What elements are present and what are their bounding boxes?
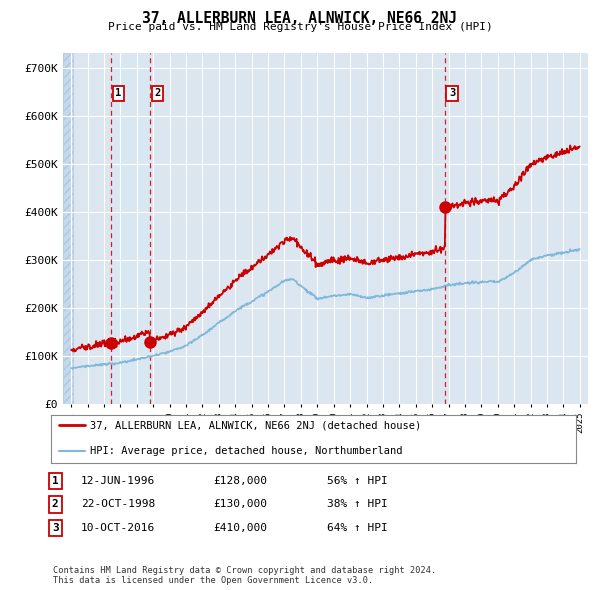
Text: Contains HM Land Registry data © Crown copyright and database right 2024.
This d: Contains HM Land Registry data © Crown c… [53, 566, 436, 585]
Bar [63, 53, 73, 404]
Text: 38% ↑ HPI: 38% ↑ HPI [327, 500, 388, 509]
Text: £410,000: £410,000 [213, 523, 267, 533]
Text: 2: 2 [52, 500, 59, 509]
Text: 37, ALLERBURN LEA, ALNWICK, NE66 2NJ (detached house): 37, ALLERBURN LEA, ALNWICK, NE66 2NJ (de… [91, 421, 422, 431]
Text: 3: 3 [52, 523, 59, 533]
Text: 1: 1 [115, 88, 122, 99]
Text: 22-OCT-1998: 22-OCT-1998 [81, 500, 155, 509]
Text: 3: 3 [449, 88, 455, 99]
Text: £128,000: £128,000 [213, 476, 267, 486]
Text: 64% ↑ HPI: 64% ↑ HPI [327, 523, 388, 533]
Text: 1: 1 [52, 476, 59, 486]
Text: 37, ALLERBURN LEA, ALNWICK, NE66 2NJ: 37, ALLERBURN LEA, ALNWICK, NE66 2NJ [143, 11, 458, 25]
Text: HPI: Average price, detached house, Northumberland: HPI: Average price, detached house, Nort… [91, 445, 403, 455]
Text: £130,000: £130,000 [213, 500, 267, 509]
Bar [112, 53, 150, 404]
Text: Price paid vs. HM Land Registry's House Price Index (HPI): Price paid vs. HM Land Registry's House … [107, 22, 493, 32]
Text: 12-JUN-1996: 12-JUN-1996 [81, 476, 155, 486]
Text: 10-OCT-2016: 10-OCT-2016 [81, 523, 155, 533]
Text: 2: 2 [154, 88, 160, 99]
Text: 56% ↑ HPI: 56% ↑ HPI [327, 476, 388, 486]
